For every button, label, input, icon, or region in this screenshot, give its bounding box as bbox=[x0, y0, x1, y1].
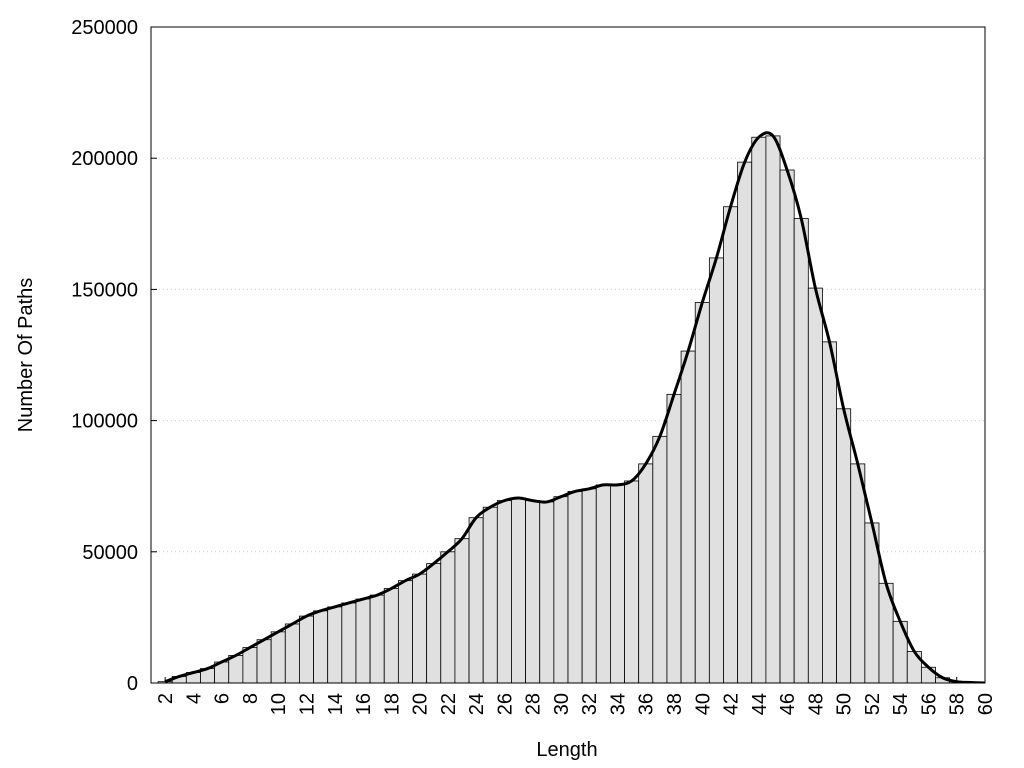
plot-area bbox=[157, 131, 985, 683]
bar bbox=[242, 647, 258, 683]
bar bbox=[369, 594, 385, 683]
bar bbox=[765, 135, 781, 683]
x-tick-label: 10 bbox=[268, 693, 290, 715]
x-tick-label: 2 bbox=[155, 693, 177, 704]
x-tick-label: 40 bbox=[692, 693, 714, 715]
trend-line bbox=[164, 131, 985, 683]
bar bbox=[412, 573, 428, 683]
x-tick-label: 16 bbox=[353, 693, 375, 715]
bar bbox=[454, 538, 470, 683]
bar bbox=[822, 341, 837, 683]
bar bbox=[567, 491, 583, 683]
x-tick-label: 46 bbox=[777, 693, 799, 715]
bar bbox=[666, 393, 682, 683]
bar bbox=[383, 588, 399, 683]
bar bbox=[638, 463, 654, 683]
x-tick-label: 24 bbox=[466, 693, 488, 715]
bar bbox=[610, 484, 625, 683]
x-tick-label: 8 bbox=[240, 693, 262, 704]
x-tick-label: 26 bbox=[494, 693, 516, 715]
y-tick-label: 200000 bbox=[71, 148, 138, 170]
x-tick-label: 50 bbox=[834, 693, 856, 715]
bar bbox=[694, 302, 710, 683]
bar bbox=[737, 161, 753, 683]
bar bbox=[539, 501, 555, 683]
bar bbox=[836, 408, 852, 683]
y-axis-label: Number Of Paths bbox=[15, 278, 37, 433]
bar bbox=[327, 606, 343, 683]
bar bbox=[793, 218, 809, 683]
x-tick-label: 58 bbox=[947, 693, 969, 715]
x-tick-label: 48 bbox=[805, 693, 827, 715]
bar bbox=[397, 580, 413, 683]
x-tick-label: 30 bbox=[551, 693, 573, 715]
bar bbox=[525, 500, 541, 683]
bar bbox=[341, 602, 357, 683]
bar bbox=[581, 488, 597, 683]
bar bbox=[723, 206, 739, 683]
x-tick-label: 54 bbox=[890, 693, 912, 715]
x-tick-label: 56 bbox=[918, 693, 940, 715]
bar bbox=[270, 631, 286, 683]
bar bbox=[284, 623, 300, 683]
bar bbox=[355, 598, 371, 683]
bar bbox=[313, 610, 329, 683]
x-axis-label: Length bbox=[536, 739, 597, 761]
x-tick-label: 38 bbox=[664, 693, 686, 715]
x-tick-label: 12 bbox=[296, 693, 318, 715]
bar bbox=[807, 287, 823, 683]
x-tick-label: 32 bbox=[579, 693, 601, 715]
y-tick-label: 100000 bbox=[71, 411, 138, 433]
x-tick-label: 14 bbox=[325, 693, 347, 715]
bar bbox=[496, 500, 512, 683]
bar bbox=[595, 484, 611, 683]
x-tick-label: 44 bbox=[749, 693, 771, 715]
bar bbox=[920, 666, 936, 683]
x-tick-label: 18 bbox=[381, 693, 403, 715]
bar bbox=[228, 655, 244, 683]
x-tick-label: 4 bbox=[183, 693, 205, 704]
y-tick-label: 50000 bbox=[82, 542, 138, 564]
bar bbox=[482, 506, 498, 683]
bar bbox=[511, 497, 526, 683]
x-tick-label: 36 bbox=[636, 693, 658, 715]
x-tick-label: 52 bbox=[862, 693, 884, 715]
x-tick-label: 42 bbox=[721, 693, 743, 715]
x-tick-label: 20 bbox=[410, 693, 432, 715]
bar bbox=[440, 551, 456, 683]
bar bbox=[708, 257, 724, 683]
y-tick-label: 0 bbox=[127, 673, 138, 695]
y-tick-label: 150000 bbox=[71, 279, 138, 301]
bar bbox=[652, 435, 668, 683]
bar bbox=[779, 169, 795, 683]
x-tick-label: 6 bbox=[212, 693, 234, 704]
bar bbox=[426, 563, 442, 683]
x-tick-label: 34 bbox=[607, 693, 629, 715]
bar bbox=[850, 463, 866, 683]
x-tick-label: 60 bbox=[975, 693, 997, 715]
bar bbox=[468, 517, 484, 683]
bar bbox=[299, 615, 314, 683]
plot-frame bbox=[150, 26, 986, 684]
bar bbox=[680, 350, 696, 683]
bar bbox=[256, 639, 272, 683]
x-tick-label: 22 bbox=[438, 693, 460, 715]
y-tick-label: 250000 bbox=[71, 17, 138, 39]
bar bbox=[751, 136, 767, 683]
bar bbox=[624, 480, 640, 683]
x-tick-label: 28 bbox=[523, 693, 545, 715]
bar bbox=[553, 496, 569, 683]
